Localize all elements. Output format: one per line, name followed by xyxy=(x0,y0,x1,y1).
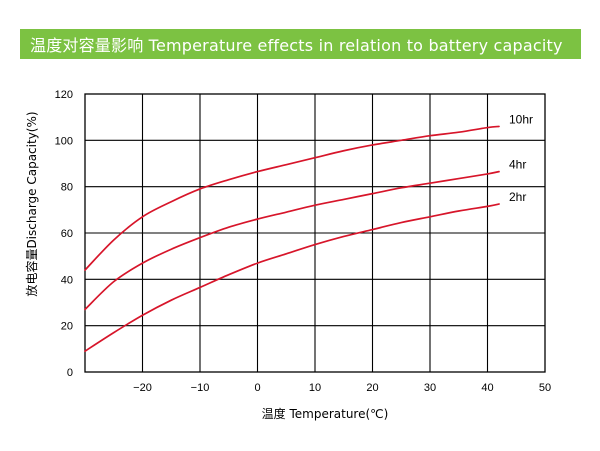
x-tick-label: 0 xyxy=(254,382,260,394)
y-tick-label: 40 xyxy=(61,274,73,286)
y-tick-label: 0 xyxy=(67,367,73,379)
y-tick-label: 20 xyxy=(61,321,73,333)
x-tick-label: 30 xyxy=(424,382,436,394)
series-label-10hr: 10hr xyxy=(509,112,533,126)
x-tick-label: 50 xyxy=(539,382,551,394)
y-tick-label: 60 xyxy=(61,228,73,240)
series-lines xyxy=(84,125,500,352)
grid xyxy=(84,93,546,373)
chart-title-banner: 温度对容量影响 Temperature effects in relation … xyxy=(20,29,581,59)
x-tick-label: 40 xyxy=(481,382,493,394)
series-line-4hr xyxy=(84,170,500,311)
chart-title: 温度对容量影响 Temperature effects in relation … xyxy=(30,36,563,55)
y-axis-label: 放电容量Discharge Capacity(%) xyxy=(24,111,39,296)
series-label-4hr: 4hr xyxy=(509,158,526,172)
series-line-2hr xyxy=(84,203,500,352)
y-tick-label: 80 xyxy=(61,182,73,194)
series-label-2hr: 2hr xyxy=(509,190,526,204)
x-tick-label: 20 xyxy=(366,382,378,394)
tick-labels: 0 20 40 60 80 100 120 −20 −10 0 10 20 30 40 50 xyxy=(55,89,551,394)
x-tick-label: −10 xyxy=(191,382,210,394)
series-line-10hr xyxy=(84,125,500,271)
y-tick-label: 120 xyxy=(55,89,73,101)
x-axis-label: 温度 Temperature(℃) xyxy=(262,406,389,421)
y-tick-label: 100 xyxy=(55,135,73,147)
series-labels: 10hr 4hr 2hr xyxy=(509,112,533,204)
x-tick-label: −20 xyxy=(133,382,152,394)
x-tick-label: 10 xyxy=(309,382,321,394)
